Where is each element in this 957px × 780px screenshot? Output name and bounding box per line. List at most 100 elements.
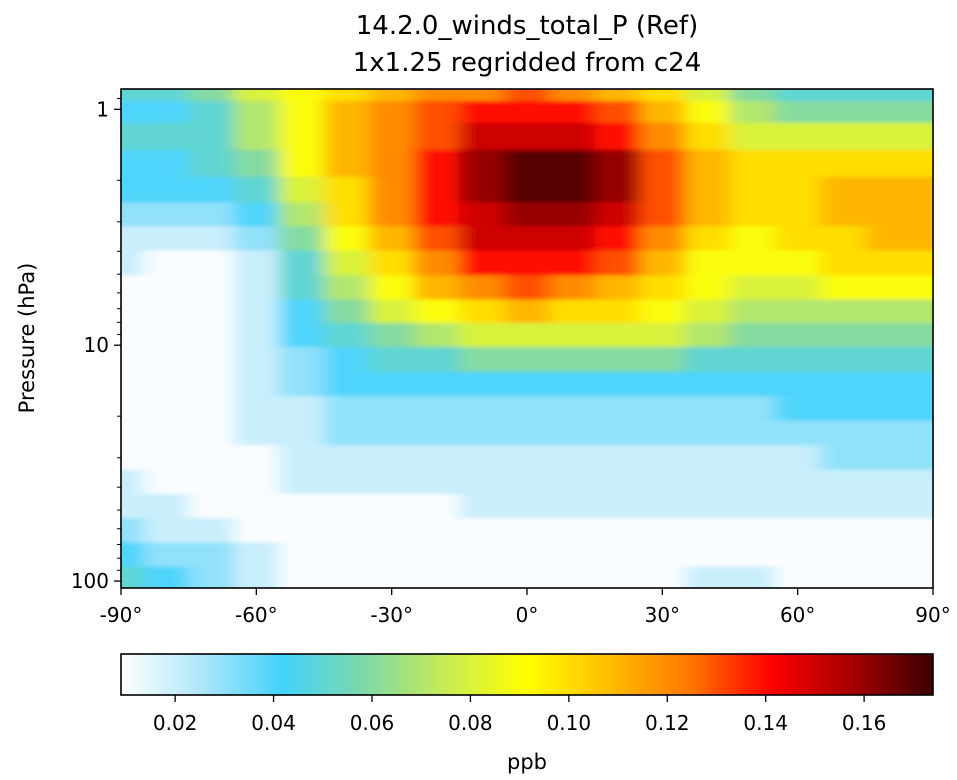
heatmap-cell (910, 566, 933, 588)
heatmap-cell (459, 323, 505, 348)
heatmap-cell (775, 149, 821, 178)
heatmap-cell (730, 226, 776, 252)
heatmap-cell (820, 469, 866, 495)
heatmap-cell (369, 226, 415, 252)
heatmap-cell (504, 226, 551, 252)
heatmap-cell (278, 149, 325, 178)
heatmap-cell (820, 89, 866, 102)
heatmap-cell (684, 347, 731, 373)
heatmap-cell (639, 275, 686, 301)
heatmap-cell (910, 347, 933, 373)
heatmap-cell (865, 371, 911, 397)
heatmap-cell (324, 176, 370, 204)
heatmap-cell (188, 250, 235, 277)
heatmap-cell (324, 202, 370, 227)
heatmap-cell (684, 202, 731, 227)
heatmap-cell (324, 323, 370, 348)
heatmap-cell (369, 518, 415, 543)
heatmap-cell (684, 323, 731, 348)
heatmap-cell (865, 275, 911, 301)
heatmap-cell (549, 469, 596, 495)
heatmap-cell (459, 493, 505, 519)
heatmap-cell (459, 347, 505, 373)
heatmap-cell (324, 542, 370, 568)
heatmap-cell (639, 347, 686, 373)
heatmap-cell (121, 275, 145, 301)
heatmap-cell (143, 89, 190, 102)
heatmap-cell (121, 371, 145, 397)
heatmap-area (121, 89, 933, 588)
heatmap-cell (233, 176, 280, 204)
heatmap-cell (639, 299, 686, 324)
heatmap-cell (504, 122, 551, 151)
heatmap-cell (188, 420, 235, 446)
heatmap-cell (594, 250, 641, 277)
heatmap-cell (820, 566, 866, 588)
heatmap-cell (504, 101, 551, 124)
heatmap-cell (820, 371, 866, 397)
heatmap-cell (324, 566, 370, 588)
heatmap-cell (730, 420, 776, 446)
heatmap-cell (684, 469, 731, 495)
heatmap-cell (775, 202, 821, 227)
heatmap-cell (549, 299, 596, 324)
x-axis: -90° -60° -30° 0° 30° 60° 90° (100, 588, 951, 627)
heatmap-cell (278, 275, 325, 301)
heatmap-cell (324, 518, 370, 543)
heatmap-cell (369, 493, 415, 519)
heatmap-cell (233, 371, 280, 397)
heatmap-cell (121, 445, 145, 471)
heatmap-cell (143, 566, 190, 588)
heatmap-cell (594, 396, 641, 422)
heatmap-cell (414, 493, 460, 519)
heatmap-cell (369, 149, 415, 178)
heatmap-cell (730, 566, 776, 588)
heatmap-cell (730, 445, 776, 471)
x-tick-label: -60° (235, 603, 278, 627)
heatmap-cell (775, 396, 821, 422)
heatmap-cell (278, 445, 325, 471)
heatmap-cell (549, 323, 596, 348)
heatmap-cell (233, 122, 280, 151)
heatmap-cell (188, 371, 235, 397)
heatmap-cell (820, 149, 866, 178)
heatmap-cell (639, 396, 686, 422)
heatmap-cell (549, 275, 596, 301)
heatmap-cell (865, 202, 911, 227)
heatmap-cell (639, 518, 686, 543)
heatmap-cell (324, 275, 370, 301)
heatmap-cell (730, 396, 776, 422)
heatmap-cell (775, 250, 821, 277)
heatmap-cell (278, 469, 325, 495)
heatmap-cell (188, 299, 235, 324)
colorbar-tick-label: 0.10 (547, 711, 592, 735)
heatmap-cell (594, 299, 641, 324)
heatmap-cell (414, 89, 460, 102)
heatmap-cell (730, 518, 776, 543)
heatmap-cell (369, 202, 415, 227)
heatmap-cell (820, 396, 866, 422)
heatmap-cell (233, 347, 280, 373)
heatmap-cell (414, 226, 460, 252)
colorbar-tick-label: 0.06 (350, 711, 395, 735)
heatmap-cell (549, 518, 596, 543)
heatmap-cell (684, 176, 731, 204)
heatmap-cell (820, 226, 866, 252)
heatmap-cell (459, 371, 505, 397)
heatmap-cell (324, 250, 370, 277)
heatmap-cell (730, 176, 776, 204)
colorbar-label: ppb (507, 750, 547, 774)
heatmap-cell (910, 89, 933, 102)
heatmap-cell (549, 202, 596, 227)
heatmap-cell (865, 299, 911, 324)
heatmap-cell (324, 371, 370, 397)
heatmap-cell (504, 396, 551, 422)
heatmap-cell (549, 542, 596, 568)
heatmap-cell (594, 323, 641, 348)
heatmap-cell (459, 542, 505, 568)
heatmap-cell (775, 122, 821, 151)
heatmap-cell (369, 323, 415, 348)
heatmap-cell (369, 445, 415, 471)
heatmap-cell (594, 493, 641, 519)
heatmap-cell (324, 445, 370, 471)
